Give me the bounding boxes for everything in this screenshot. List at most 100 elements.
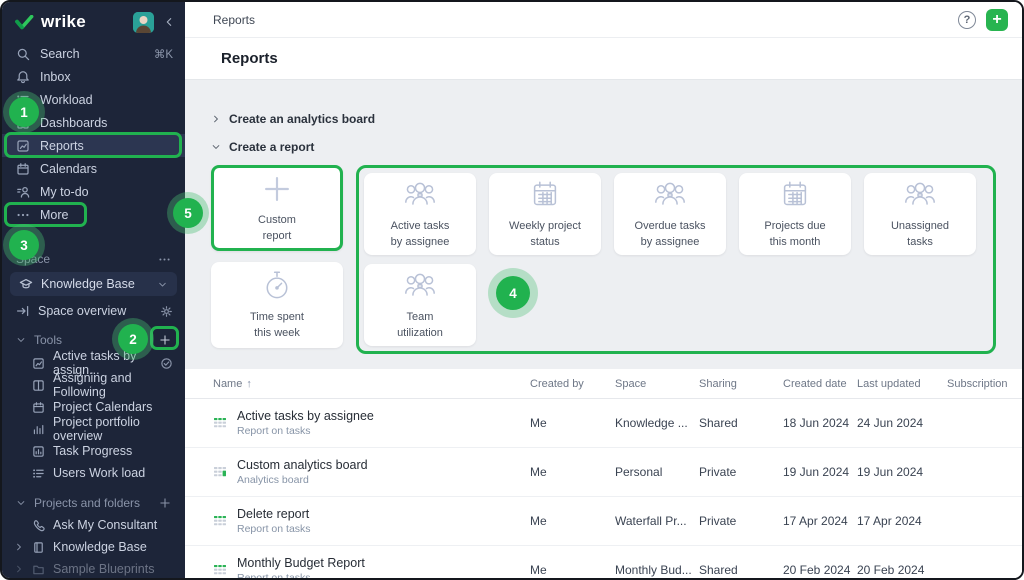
projects-group[interactable]: Projects and folders bbox=[2, 492, 185, 514]
template-cards: Custom report Time spent this week Activ… bbox=[211, 165, 996, 354]
column-name[interactable]: Name bbox=[213, 377, 243, 390]
stopwatch-icon bbox=[266, 271, 288, 298]
card-projects-due[interactable]: Projects due this month bbox=[739, 173, 851, 255]
nav-label: Calendars bbox=[40, 161, 97, 176]
reports-icon bbox=[17, 139, 29, 152]
project-item-consultant[interactable]: Ask My Consultant bbox=[2, 514, 185, 536]
search-shortcut: ⌘K bbox=[153, 48, 173, 61]
chevron-right-icon bbox=[17, 543, 21, 551]
nav-more[interactable]: More bbox=[2, 203, 185, 226]
chevron-down-icon bbox=[159, 282, 166, 287]
cell-created-date: 17 Apr 2024 bbox=[783, 514, 848, 528]
annotation-5: 5 bbox=[173, 198, 203, 228]
space-options-icon[interactable] bbox=[158, 253, 171, 266]
column-sharing[interactable]: Sharing bbox=[699, 377, 737, 390]
nav-inbox[interactable]: Inbox bbox=[2, 65, 185, 88]
gear-icon[interactable] bbox=[160, 305, 173, 318]
card-custom-report[interactable]: Custom report bbox=[211, 165, 343, 251]
task-progress-icon bbox=[33, 445, 44, 457]
cell-last-updated: 24 Jun 2024 bbox=[857, 416, 924, 430]
people-group-icon bbox=[655, 182, 685, 205]
tool-label: Project portfolio overview bbox=[53, 415, 140, 443]
sort-ascending-icon[interactable]: ↑ bbox=[246, 377, 252, 390]
project-label: Ask My Consultant bbox=[53, 518, 158, 532]
space-overview[interactable]: Space overview bbox=[2, 300, 185, 322]
card-active-tasks[interactable]: Active tasks by assignee bbox=[364, 173, 476, 255]
column-subscription[interactable]: Subscription bbox=[947, 377, 1008, 390]
toggle-analytics-board[interactable]: Create an analytics board bbox=[211, 110, 996, 128]
collapse-sidebar-icon[interactable] bbox=[163, 16, 175, 28]
project-item-sample-blueprints[interactable]: Sample Blueprints bbox=[2, 558, 185, 578]
column-space[interactable]: Space bbox=[615, 377, 647, 390]
column-last-updated[interactable]: Last updated bbox=[857, 377, 921, 390]
tool-item-task-progress[interactable]: Task Progress bbox=[2, 440, 185, 462]
tools-group[interactable]: Tools bbox=[2, 328, 185, 352]
sidebar: wrike Search ⌘K Inbox bbox=[2, 2, 185, 578]
column-created-by[interactable]: Created by bbox=[530, 377, 584, 390]
users-workload-icon bbox=[33, 468, 44, 478]
report-name: Custom analytics board bbox=[237, 458, 368, 472]
project-item-knowledge-base[interactable]: Knowledge Base bbox=[2, 536, 185, 558]
table-header-row: Name ↑ Created by Space Sharing Created … bbox=[185, 369, 1022, 399]
report-table-icon bbox=[214, 565, 226, 575]
bell-icon bbox=[17, 70, 29, 83]
tool-item-assigning[interactable]: Assigning and Following bbox=[2, 371, 185, 399]
cell-created-by: Me bbox=[530, 514, 547, 528]
report-doc-icon bbox=[33, 357, 44, 369]
cell-created-date: 18 Jun 2024 bbox=[783, 416, 850, 430]
card-time-spent[interactable]: Time spent this week bbox=[211, 262, 343, 348]
chevron-right-icon bbox=[17, 565, 21, 573]
more-dots-icon bbox=[17, 213, 29, 216]
annotation-1: 1 bbox=[9, 97, 39, 127]
card-label: Overdue tasks by assignee bbox=[634, 219, 706, 248]
nav-reports[interactable]: Reports bbox=[2, 134, 185, 157]
cell-space: Knowledge ... bbox=[615, 416, 688, 430]
card-weekly-status[interactable]: Weekly project status bbox=[489, 173, 601, 255]
reports-table: Name ↑ Created by Space Sharing Created … bbox=[185, 369, 1022, 578]
cell-last-updated: 19 Jun 2024 bbox=[857, 465, 924, 479]
add-tool-button[interactable] bbox=[157, 332, 173, 348]
add-report-button[interactable]: + bbox=[986, 8, 1008, 31]
nav-label: More bbox=[40, 207, 69, 222]
analytics-board-icon bbox=[214, 467, 226, 477]
plus-icon bbox=[265, 176, 289, 201]
table-row[interactable]: Monthly Budget Report Report on tasks Me… bbox=[185, 546, 1022, 578]
table-row[interactable]: Active tasks by assignee Report on tasks… bbox=[185, 399, 1022, 448]
card-label: Unassigned tasks bbox=[890, 219, 950, 248]
space-overview-label: Space overview bbox=[38, 304, 127, 318]
report-table-icon bbox=[214, 516, 226, 526]
tool-label: Project Calendars bbox=[53, 400, 153, 414]
column-created-date[interactable]: Created date bbox=[783, 377, 847, 390]
cell-created-date: 20 Feb 2024 bbox=[783, 563, 851, 577]
add-project-button[interactable] bbox=[157, 495, 173, 511]
tool-item-portfolio[interactable]: Project portfolio overview bbox=[2, 415, 185, 443]
chevron-right-icon bbox=[214, 115, 218, 123]
card-overdue-tasks[interactable]: Overdue tasks by assignee bbox=[614, 173, 726, 255]
wrike-logo[interactable]: wrike bbox=[15, 12, 86, 32]
space-selector[interactable]: Knowledge Base bbox=[10, 272, 177, 296]
nav-calendars[interactable]: Calendars bbox=[2, 157, 185, 180]
toggle-create-report[interactable]: Create a report bbox=[211, 138, 996, 156]
projects-label: Projects and folders bbox=[34, 496, 141, 510]
report-table-icon bbox=[214, 418, 226, 428]
table-row[interactable]: Custom analytics board Analytics board M… bbox=[185, 448, 1022, 497]
calendar-icon bbox=[17, 162, 29, 175]
chevron-down-icon bbox=[212, 145, 220, 149]
chevron-down-icon bbox=[17, 501, 25, 505]
avatar[interactable] bbox=[133, 11, 154, 33]
card-unassigned-tasks[interactable]: Unassigned tasks bbox=[864, 173, 976, 255]
people-group-icon bbox=[905, 182, 935, 205]
nav-my-todo[interactable]: My to-do bbox=[2, 180, 185, 203]
tool-item-users-workload[interactable]: Users Work load bbox=[2, 462, 185, 484]
card-team-utilization[interactable]: Team utilization bbox=[364, 264, 476, 346]
tool-item-active-tasks[interactable]: Active tasks by assign... bbox=[2, 349, 185, 377]
help-icon[interactable]: ? bbox=[958, 10, 976, 29]
nav-search[interactable]: Search ⌘K bbox=[2, 42, 185, 65]
annotation-2: 2 bbox=[118, 324, 148, 354]
tool-label: Assigning and Following bbox=[53, 371, 132, 399]
check-circle-icon bbox=[161, 357, 172, 369]
card-label: Custom report bbox=[258, 213, 296, 242]
table-row[interactable]: Delete report Report on tasks Me Waterfa… bbox=[185, 497, 1022, 546]
tool-item-project-calendars[interactable]: Project Calendars bbox=[2, 396, 185, 418]
